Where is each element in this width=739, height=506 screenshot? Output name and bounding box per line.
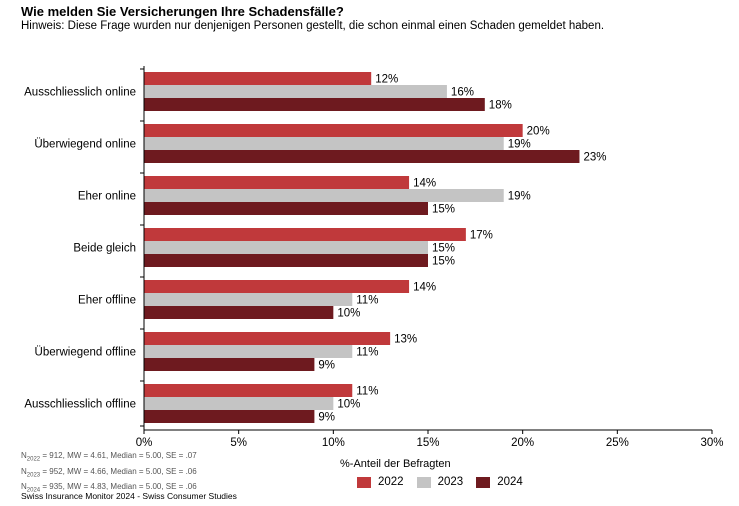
bar-berwiegend-offline-2022 [144, 332, 391, 345]
legend-swatch-2023 [416, 476, 431, 488]
bar-ausschliesslich-online-2023 [144, 85, 447, 98]
bar-eher-online-2024 [144, 202, 428, 215]
x-tick-label-20: 20% [511, 437, 534, 449]
x-tick-label-15: 15% [416, 437, 439, 449]
data-label-beide-gleich-2024: 15% [432, 256, 455, 268]
bar-ausschliesslich-online-2024 [144, 98, 485, 111]
bar-berwiegend-online-2024 [144, 150, 580, 163]
legend-item-2023: 2023 [416, 476, 464, 488]
note-2023: N2023 = 952, MW = 4.66, Median = 5.00, S… [21, 466, 197, 479]
data-label-berwiegend-online-2024: 23% [583, 152, 606, 164]
bar-eher-online-2023 [144, 189, 504, 202]
bar-berwiegend-online-2023 [144, 137, 504, 150]
data-label-beide-gleich-2022: 17% [470, 230, 493, 242]
x-tick-label-30: 30% [700, 437, 723, 449]
legend-item-2024: 2024 [476, 476, 523, 488]
legend-swatch-2024 [476, 476, 491, 488]
sample-notes: N2022 = 912, MW = 4.61, Median = 5.00, S… [21, 450, 197, 497]
category-label-ausschliesslich-online: Ausschliesslich online [24, 87, 136, 99]
legend-item-2022: 2022 [357, 476, 404, 488]
bar-eher-online-2022 [144, 176, 410, 189]
category-label-berwiegend-online: Überwiegend online [34, 139, 136, 151]
data-label-ausschliesslich-offline-2023: 10% [337, 399, 360, 411]
legend: 2022 2023 2024 [357, 476, 536, 488]
data-label-ausschliesslich-offline-2024: 9% [318, 412, 335, 424]
note-2024: N2024 = 935, MW = 4.83, Median = 5.00, S… [21, 482, 197, 494]
category-label-eher-online: Eher online [78, 191, 136, 203]
data-label-beide-gleich-2023: 15% [432, 243, 455, 255]
category-label-ausschliesslich-offline: Ausschliesslich offline [24, 399, 136, 411]
data-label-eher-offline-2022: 14% [413, 282, 436, 294]
data-label-berwiegend-online-2023: 19% [508, 139, 531, 151]
data-label-eher-online-2022: 14% [413, 178, 436, 190]
bar-berwiegend-offline-2023 [144, 345, 353, 358]
bar-beide-gleich-2022 [144, 228, 466, 241]
data-label-eher-offline-2024: 10% [337, 308, 360, 320]
x-tick-label-0: 0% [136, 437, 153, 449]
data-label-berwiegend-offline-2023: 11% [356, 347, 378, 359]
data-label-ausschliesslich-online-2022: 12% [375, 74, 398, 86]
legend-label-2022: 2022 [378, 476, 404, 488]
bar-ausschliesslich-offline-2024 [144, 410, 315, 423]
data-label-berwiegend-offline-2022: 13% [394, 334, 417, 346]
legend-swatch-2022 [357, 476, 371, 488]
legend-label-2023: 2023 [437, 476, 464, 488]
bar-eher-offline-2024 [144, 306, 334, 319]
bar-beide-gleich-2023 [144, 241, 428, 254]
data-label-ausschliesslich-online-2023: 16% [451, 87, 474, 99]
data-label-eher-online-2024: 15% [432, 204, 455, 216]
data-label-berwiegend-online-2022: 20% [527, 126, 550, 138]
x-tick-label-5: 5% [230, 437, 247, 449]
bar-berwiegend-offline-2024 [144, 358, 315, 371]
bar-beide-gleich-2024 [144, 254, 428, 267]
chart-subtitle: Hinweis: Diese Frage wurden nur denjenig… [21, 20, 605, 32]
legend-label-2024: 2024 [497, 476, 523, 488]
bar-ausschliesslich-offline-2022 [144, 384, 353, 397]
bar-berwiegend-online-2022 [144, 124, 523, 137]
note-2022: N2022 = 912, MW = 4.61, Median = 5.00, S… [21, 451, 197, 463]
data-label-eher-offline-2023: 11% [356, 295, 378, 307]
bar-eher-offline-2023 [144, 293, 353, 306]
data-label-eher-online-2023: 19% [508, 191, 531, 203]
x-axis-label: %-Anteil der Befragten [340, 458, 451, 470]
bar-ausschliesslich-online-2022 [144, 72, 372, 85]
x-tick-label-10: 10% [322, 437, 345, 449]
data-label-ausschliesslich-online-2024: 18% [489, 100, 512, 112]
data-label-berwiegend-offline-2024: 9% [318, 360, 335, 372]
x-tick-label-25: 25% [606, 437, 629, 449]
category-label-eher-offline: Eher offline [78, 295, 136, 307]
data-label-ausschliesslich-offline-2022: 11% [356, 386, 378, 398]
source-note: Swiss Insurance Monitor 2024 - Swiss Con… [21, 491, 237, 501]
bar-ausschliesslich-offline-2023 [144, 397, 334, 410]
category-label-berwiegend-offline: Überwiegend offline [35, 347, 136, 359]
bar-eher-offline-2022 [144, 280, 410, 293]
category-label-beide-gleich: Beide gleich [73, 243, 136, 255]
chart-title: Wie melden Sie Versicherungen Ihre Schad… [21, 4, 344, 19]
